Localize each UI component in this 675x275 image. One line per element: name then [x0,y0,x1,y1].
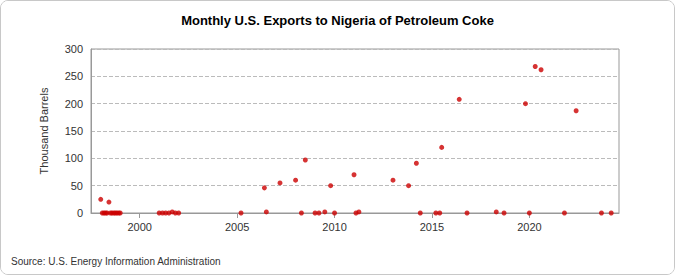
svg-text:2000: 2000 [127,221,151,233]
svg-text:0: 0 [77,207,83,219]
svg-text:Monthly U.S. Exports to Nigeri: Monthly U.S. Exports to Nigeria of Petro… [181,13,494,28]
svg-text:300: 300 [65,43,83,55]
svg-text:2020: 2020 [517,221,541,233]
svg-text:250: 250 [65,70,83,82]
svg-text:Source: U.S. Energy Informatio: Source: U.S. Energy Information Administ… [11,256,221,267]
svg-text:50: 50 [71,180,83,192]
svg-text:200: 200 [65,98,83,110]
svg-text:2010: 2010 [322,221,346,233]
svg-text:150: 150 [65,125,83,137]
svg-text:Thousand Barrels: Thousand Barrels [38,87,50,174]
svg-text:100: 100 [65,152,83,164]
svg-text:2015: 2015 [420,221,444,233]
svg-text:2005: 2005 [225,221,249,233]
